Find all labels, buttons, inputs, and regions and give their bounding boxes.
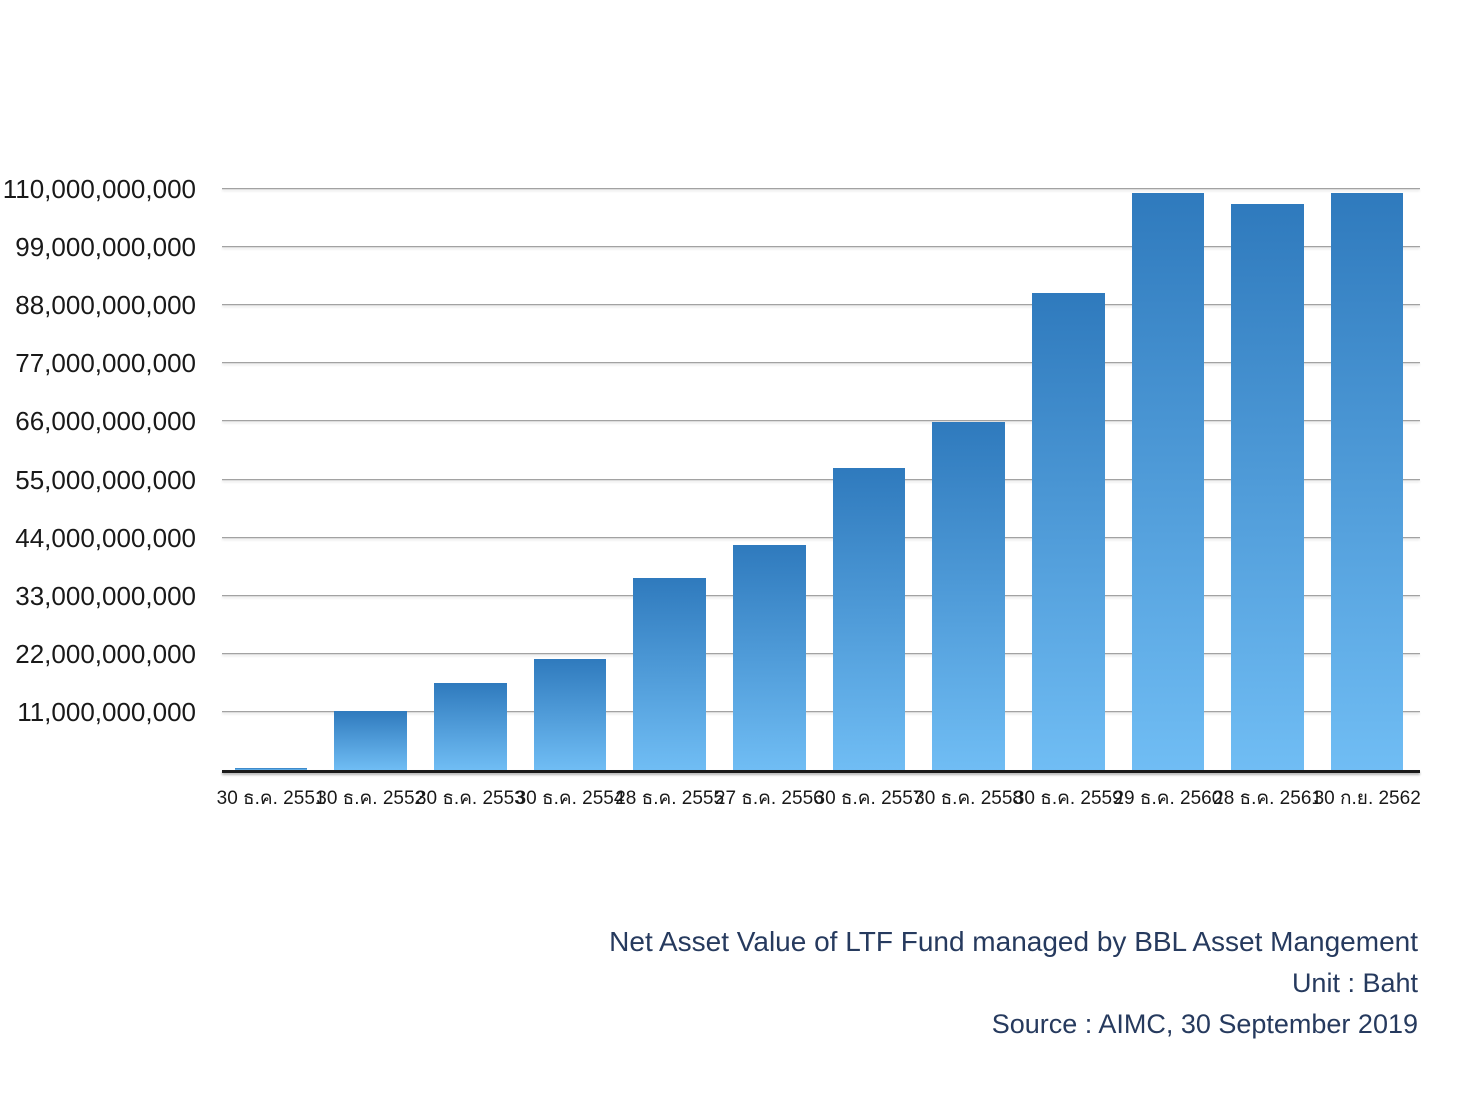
gridline	[222, 188, 1420, 189]
y-axis-tick-label: 66,000,000,000	[15, 406, 196, 437]
gridline	[222, 246, 1420, 248]
bar	[1131, 192, 1205, 770]
gridline	[222, 536, 1420, 538]
x-axis-tick-label: 30 ธ.ค. 2558	[914, 788, 1023, 809]
bar	[832, 468, 906, 770]
chart-footer: Net Asset Value of LTF Fund managed by B…	[609, 924, 1418, 1042]
bar	[334, 711, 407, 770]
y-axis-tick-label: 110,000,000,000	[2, 174, 196, 204]
x-axis-tick-label: 30 ธ.ค. 2552	[316, 788, 426, 809]
bar	[533, 659, 607, 770]
gridline	[222, 710, 1420, 712]
chart-title: Net Asset Value of LTF Fund managed by B…	[609, 926, 1418, 957]
bar	[633, 578, 706, 770]
bar	[1231, 204, 1304, 770]
x-axis-tick-label: 27 ธ.ค. 2556	[714, 788, 824, 809]
x-axis-tick-label: 29 ธ.ค. 2560	[1113, 788, 1223, 809]
x-axis-tick-label: 28 ธ.ค. 2555	[615, 788, 725, 809]
gridline	[222, 594, 1420, 596]
y-axis-tick-label: 55,000,000,000	[15, 464, 196, 495]
bar	[434, 682, 507, 770]
bar	[733, 545, 806, 770]
gridline	[222, 362, 1420, 364]
x-axis-tick-label: 30 ธ.ค. 2554	[515, 788, 625, 809]
x-axis-tick-label: 30 ธ.ค. 2557	[814, 788, 924, 809]
bar	[234, 767, 308, 770]
gridline	[222, 478, 1420, 480]
y-axis-tick-label: 33,000,000,000	[15, 580, 196, 611]
bar	[1330, 192, 1404, 770]
source-label: Source : AIMC, 30 September 2019	[991, 1009, 1418, 1039]
gridline	[222, 652, 1420, 654]
x-axis-tick-label: 30 ธ.ค. 2559	[1013, 788, 1123, 809]
y-axis-tick-label: 22,000,000,000	[15, 638, 196, 669]
y-axis-tick-label: 88,000,000,000	[15, 290, 196, 321]
bar	[1032, 293, 1105, 770]
x-axis-tick-label: 30 ธ.ค. 2553	[415, 788, 525, 809]
unit-label: Unit : Baht	[1291, 968, 1418, 998]
x-axis-tick-label: 30 ก.ย. 2562	[1313, 788, 1421, 809]
y-axis-tick-label: 99,000,000,000	[15, 232, 196, 263]
y-axis-tick-label: 11,000,000,000	[17, 696, 196, 727]
x-axis-tick-label: 30 ธ.ค. 2551	[216, 788, 326, 809]
y-axis-tick-label: 44,000,000,000	[15, 522, 196, 553]
y-axis-tick-label: 77,000,000,000	[15, 348, 196, 379]
plot-area	[222, 188, 1420, 773]
gridline	[222, 420, 1420, 422]
gridline	[222, 304, 1420, 306]
bar	[932, 422, 1005, 770]
x-axis-line	[222, 770, 1420, 773]
x-axis-tick-label: 28 ธ.ค. 2561	[1213, 788, 1322, 809]
